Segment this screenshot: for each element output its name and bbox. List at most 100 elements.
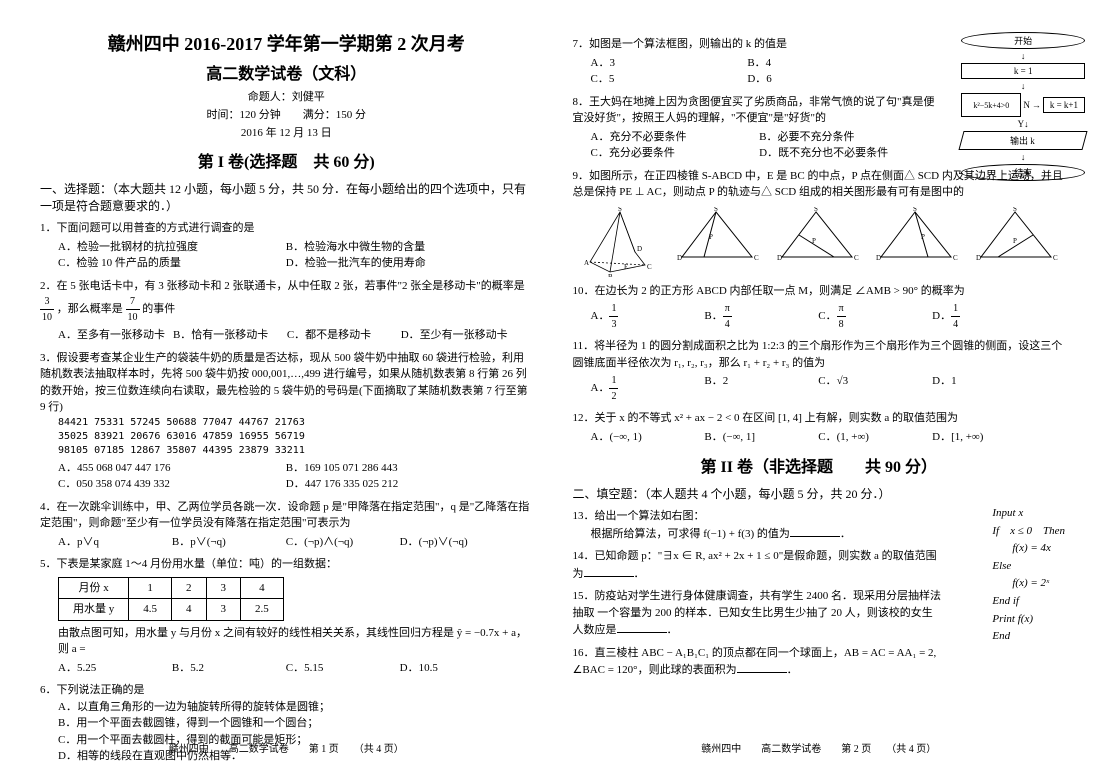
tri-a-icon: SDCPA (674, 207, 759, 262)
tri-c-icon: SDCPC (873, 207, 958, 262)
svg-text:C: C (953, 254, 958, 262)
svg-text:C: C (1053, 254, 1058, 262)
q12-b: B．(−∞, 1] (704, 429, 818, 446)
pyramid-icon: S A B C D E (580, 207, 660, 277)
pseudo-l1: Input x (992, 505, 1065, 523)
q6-b: B．用一个平面去截圆锥，得到一个圆锥和一个圆台； (58, 715, 533, 732)
q7-c: C．5 (591, 71, 748, 88)
q2-f2d: 10 (126, 310, 140, 325)
q2-text3: 的事件 (142, 303, 175, 315)
q3-row2: 35025 83921 20676 63016 47859 16955 5671… (58, 430, 533, 444)
pseudo-l7: Print f(x) (992, 611, 1065, 629)
q12: 12．关于 x 的不等式 x² + ax − 2 < 0 在区间 [1, 4] … (573, 410, 1066, 445)
q13-text2: 根据所给算法，可求得 f(−1) + f(3) 的值为 (591, 528, 790, 540)
q11: 11．将半径为 1 的圆分割成面积之比为 1:2:3 的三个扇形作为三个扇形作为… (573, 338, 1066, 404)
q5-b: B．5.2 (172, 660, 286, 677)
q5-text2: 由散点图可知，用水量 y 与月份 x 之间有较好的线性相关关系，其线性回归方程是… (58, 625, 533, 658)
svg-text:D: D (637, 245, 642, 253)
q5-td12: 2 (172, 577, 207, 599)
svg-text:D: D (876, 254, 881, 262)
q5-td21: 4.5 (129, 599, 172, 621)
title-main: 赣州四中 2016-2017 学年第一学期第 2 次月考 (40, 30, 533, 56)
pseudo-l4: Else (992, 558, 1065, 576)
q5-table: 月份 x 1 2 3 4 用水量 y 4.5 4 3 2.5 (58, 577, 284, 621)
blank (584, 565, 634, 577)
q3-row1: 84421 75331 57245 50688 77047 44767 2176… (58, 416, 533, 430)
q8-b: B．必要不充分条件 (759, 129, 928, 146)
svg-text:B: B (608, 273, 613, 277)
flow-yes: Y (1018, 119, 1025, 129)
pseudocode: Input x If x ≤ 0 Then f(x) = 4x Else f(x… (992, 505, 1065, 646)
flow-no: N (1023, 100, 1030, 110)
author-line: 命题人：刘健平 (40, 88, 533, 104)
blank (617, 621, 667, 633)
q10-a: A．13 (591, 301, 705, 332)
q6-text: 6．下列说法正确的是 (40, 684, 145, 696)
q1-c: C．检验 10 件产品的质量 (58, 255, 286, 272)
q5-a: A．5.25 (58, 660, 172, 677)
svg-text:S: S (913, 207, 917, 213)
page-right: 开始 ↓ k = 1 ↓ k²−5k+4>0 N→ k = k+1 Y↓ 输出 … (573, 30, 1066, 735)
blank (790, 525, 840, 537)
pseudo-l2: If x ≤ 0 Then (992, 523, 1065, 541)
q11-text: 11．将半径为 1 的圆分割成面积之比为 1:2:3 的三个扇形作为三个扇形作为… (573, 340, 1063, 369)
q8-text: 8．王大妈在地摊上因为贪图便宜买了劣质商品，非常气愤的说了句"真是便宜没好货"，… (573, 96, 935, 125)
svg-text:C: C (854, 254, 859, 262)
q2-b: B．恰有一张移动卡 (173, 327, 287, 344)
pseudo-l8: End (992, 628, 1065, 646)
q3-a: A．455 068 047 447 176 (58, 460, 286, 477)
q11-d: D．1 (932, 373, 1046, 404)
q10-b: B．π4 (704, 301, 818, 332)
q12-text: 12．关于 x 的不等式 x² + ax − 2 < 0 在区间 [1, 4] … (573, 412, 959, 424)
svg-text:P: P (1013, 237, 1017, 245)
q5-th2: 用水量 y (59, 599, 129, 621)
svg-text:P: P (921, 233, 925, 241)
q8: 8．王大妈在地摊上因为贪图便宜买了劣质商品，非常气愤的说了句"真是便宜没好货"，… (573, 94, 942, 162)
q2-f1d: 10 (40, 310, 54, 325)
svg-text:C: C (647, 263, 652, 271)
q10-c: C．π8 (818, 301, 932, 332)
flow-cond: k²−5k+4>0 (961, 93, 1021, 117)
q5-d: D．10.5 (400, 660, 514, 677)
svg-text:S: S (814, 207, 818, 213)
q10-text: 10．在边长为 2 的正方形 ABCD 内部任取一点 M，则满足 ∠AMB > … (573, 285, 965, 297)
q9: 9．如图所示，在正四棱锥 S-ABCD 中，E 是 BC 的中点，P 点在侧面△… (573, 168, 1066, 277)
q8-c: C．充分必要条件 (591, 145, 760, 162)
q3-row3: 98105 07185 12867 35807 44395 23879 3321… (58, 444, 533, 458)
q10: 10．在边长为 2 的正方形 ABCD 内部任取一点 M，则满足 ∠AMB > … (573, 283, 1066, 333)
flow-init: k = 1 (961, 63, 1085, 79)
q5-th1: 月份 x (59, 577, 129, 599)
q4-d: D．(¬p)∨(¬q) (400, 534, 514, 551)
q2-a: A．至多有一张移动卡 (58, 327, 173, 344)
q2-text2: ，那么概率是 (57, 303, 123, 315)
q5-td22: 4 (172, 599, 207, 621)
flowchart: 开始 ↓ k = 1 ↓ k²−5k+4>0 N→ k = k+1 Y↓ 输出 … (961, 30, 1085, 183)
q14: 14．已知命题 p："∃x ∈ R, ax² + 2x + 1 ≤ 0"是假命题… (573, 548, 942, 582)
svg-text:P: P (812, 237, 816, 245)
q5-td14: 4 (241, 577, 284, 599)
section2-heading: 第 II 卷（非选择题 共 90 分） (573, 453, 1066, 477)
q1-text: 1．下面问题可以用普查的方式进行调查的是 (40, 222, 255, 234)
q7-d: D．6 (747, 71, 904, 88)
q3: 3．假设要考查某企业生产的袋装牛奶的质量是否达标，现从 500 袋牛奶中抽取 6… (40, 350, 533, 493)
time-score: 时间：120 分钟 满分：150 分 (40, 106, 533, 122)
q16: 16．直三棱柱 ABC − A₁B₁C₁ 的顶点都在同一个球面上，AB = AC… (573, 645, 942, 679)
pseudo-l6: End if (992, 593, 1065, 611)
svg-text:A: A (584, 259, 589, 267)
q4: 4．在一次跳伞训练中，甲、乙两位学员各跳一次．设命题 p 是"甲降落在指定范围"… (40, 499, 533, 551)
q15: 15．防疫站对学生进行身体健康调查，共有学生 2400 名．现采用分层抽样法抽取… (573, 588, 942, 639)
svg-text:S: S (1013, 207, 1017, 213)
q11-b: B．2 (704, 373, 818, 404)
flow-out: 输出 k (959, 131, 1088, 150)
q11-a: A．12 (591, 373, 705, 404)
page-left: 赣州四中 2016-2017 学年第一学期第 2 次月考 高二数学试卷（文科） … (40, 30, 533, 735)
q7-a: A．3 (591, 55, 748, 72)
q7-text: 7．如图是一个算法框图，则输出的 k 的值是 (573, 38, 788, 50)
q5-td13: 3 (206, 577, 241, 599)
tri-d-icon: SDCPD (973, 207, 1058, 262)
q6-a: A．以直角三角形的一边为轴旋转所得的旋转体是圆锥； (58, 699, 533, 716)
footer-p1: 赣州四中 高二数学试卷 第 1 页 （共 4 页） (40, 740, 533, 755)
q8-d: D．既不充分也不必要条件 (759, 145, 928, 162)
q12-c: C．(1, +∞) (818, 429, 932, 446)
flow-start: 开始 (961, 32, 1085, 49)
